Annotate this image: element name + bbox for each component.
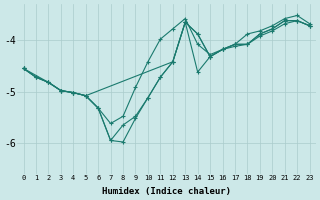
X-axis label: Humidex (Indice chaleur): Humidex (Indice chaleur) — [102, 187, 231, 196]
